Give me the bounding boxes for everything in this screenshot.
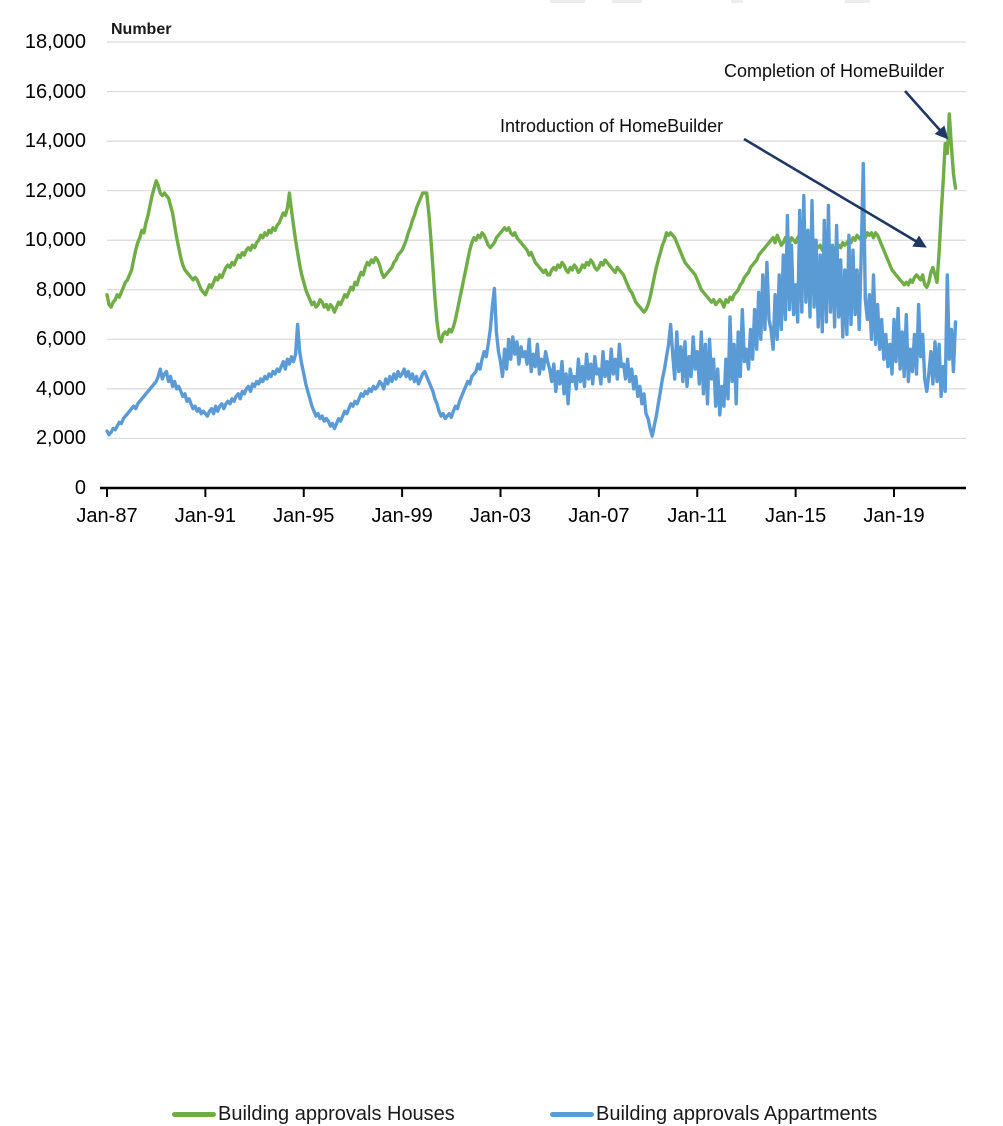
x-tick-label: Jan-11: [667, 505, 728, 527]
plot-area: [100, 41, 966, 497]
x-tick-label: Jan-07: [568, 505, 630, 527]
y-axis-title: Number: [111, 21, 172, 38]
y-tick-label: 0: [74, 477, 86, 499]
y-tick-label: 16,000: [24, 80, 86, 103]
annotation-introduction-of-homebuilder: Introduction of HomeBuilder: [500, 116, 724, 136]
legend-swatch-apartments: [550, 1112, 594, 1117]
cropped-text-fragment: [845, 0, 870, 3]
x-axis: [100, 486, 966, 497]
x-tick-label: Jan-99: [371, 505, 433, 527]
cropped-text-fragment: [550, 0, 585, 3]
y-tick-label: 6,000: [35, 328, 86, 351]
y-tick-label: 10,000: [24, 229, 86, 252]
x-tick-label: Jan-15: [765, 505, 827, 527]
legend-label-apartments: Building approvals Appartments: [596, 1103, 878, 1125]
y-tick-label: 14,000: [24, 130, 86, 153]
x-tick-label: Jan-03: [469, 505, 532, 527]
legend-label-houses: Building approvals Houses: [218, 1103, 455, 1125]
y-tick-label: 4,000: [35, 377, 86, 400]
annotation-completion-of-homebuilder: Completion of HomeBuilder: [724, 61, 945, 81]
x-tick-label: Jan-91: [174, 505, 236, 527]
legend-swatch-houses: [172, 1112, 216, 1117]
series-lines: [105, 112, 958, 438]
x-tick-label: Jan-87: [76, 505, 138, 527]
x-tick-label: Jan-95: [273, 505, 335, 527]
y-tick-label: 2,000: [35, 427, 86, 450]
y-tick-label: 18,000: [24, 31, 86, 53]
cropped-text-fragment: [612, 0, 642, 3]
cropped-text-fragment: [731, 0, 743, 3]
x-tick-label: Jan-19: [863, 505, 925, 527]
legend: Building approvals Houses Building appro…: [0, 551, 1003, 1125]
y-tick-label: 12,000: [24, 179, 86, 202]
y-tick-label: 8,000: [35, 278, 86, 301]
annotation-arrows: [743, 90, 949, 248]
